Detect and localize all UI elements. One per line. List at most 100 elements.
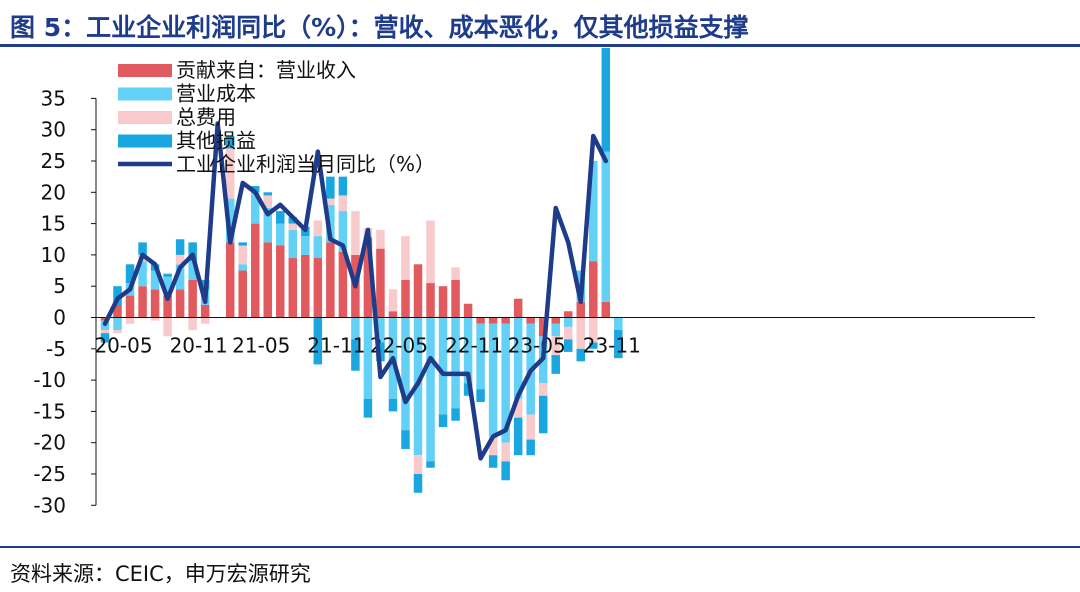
bar-segment [326, 198, 335, 205]
bar-segment [301, 236, 310, 255]
source-note: 资料来源：CEIC，申万宏源研究 [10, 562, 311, 586]
bar-segment [125, 264, 135, 284]
bar-segment [150, 317, 160, 321]
bar-segment [513, 398, 523, 418]
bar-segment [476, 317, 485, 324]
legend-swatch [118, 111, 172, 124]
y-tick-label: 10 [41, 243, 66, 267]
x-tick-label: 23-05 [508, 334, 566, 358]
bar-segment [188, 279, 197, 318]
x-tick-label: 21-05 [232, 334, 290, 358]
bar-segment [501, 442, 510, 462]
bar-segment [125, 295, 135, 318]
x-tick-label: 22-11 [445, 334, 503, 358]
bar-segment [301, 254, 310, 318]
x-tick-label: 23-11 [583, 334, 641, 358]
bar-segment [163, 273, 172, 277]
bar-segment [451, 267, 460, 280]
bar-segment [413, 474, 423, 493]
bar-segment [163, 317, 172, 337]
bar-segment [513, 317, 523, 399]
y-tick-label: -10 [33, 368, 66, 392]
bar-segment [526, 414, 535, 440]
bar-segment [288, 258, 298, 318]
bar-segment [576, 317, 586, 349]
y-tick-label: -15 [33, 399, 66, 423]
bar-segment [451, 279, 460, 318]
bar-segment [563, 311, 573, 318]
bar-segment [288, 229, 298, 259]
bar-segment [463, 317, 473, 384]
x-tick-label: 20-11 [170, 334, 228, 358]
bar-segment [150, 289, 160, 318]
bar-segment [513, 417, 523, 456]
bar-segment [338, 176, 348, 196]
bar-segment [100, 333, 110, 343]
bar-segment [113, 317, 122, 331]
bar-segment [163, 276, 172, 296]
bar-segment [113, 304, 122, 318]
bar-segment [513, 298, 523, 318]
bar-segment [451, 317, 460, 409]
bar-segment [238, 270, 247, 318]
bar-segment [488, 436, 498, 456]
bar-segment [225, 148, 235, 199]
bar-segment [476, 323, 485, 390]
bar-segment [175, 264, 185, 290]
y-tick-label: 20 [41, 180, 66, 204]
bar-segment [438, 414, 448, 428]
bar-segment [313, 317, 323, 365]
bar-segment [463, 303, 473, 318]
legend-label: 总费用 [176, 105, 236, 129]
profit-yoy-line [102, 121, 609, 461]
bar-segment [363, 237, 373, 318]
y-tick-label: 30 [41, 118, 66, 142]
legend-label: 工业企业利润当月同比（%） [176, 152, 435, 176]
bar-segment [576, 348, 586, 362]
bar-segment [563, 326, 573, 340]
bar-segment [200, 317, 210, 324]
bar-segment [238, 245, 247, 265]
bar-segment [589, 261, 598, 318]
profit-chart: 35 30 25 20 15 10 5 0 -5 -10 -15 -20 -25 -30 20-05 20-1… [33, 48, 1035, 517]
bar-segment [413, 264, 423, 318]
bar-segment [263, 207, 273, 243]
y-tick-label: -5 [46, 337, 66, 361]
bar-segment [388, 289, 398, 312]
bar-segment [150, 270, 160, 290]
bar-segment [225, 135, 235, 149]
footer-rule [0, 546, 1080, 548]
bar-segment [200, 304, 210, 318]
bar-segment [488, 317, 498, 324]
bar-segment [538, 395, 548, 434]
bar-segment [276, 223, 285, 246]
bar-segment [175, 254, 185, 265]
bar-segment [250, 186, 260, 193]
bar-segment [601, 301, 611, 318]
bar-segment [438, 286, 448, 318]
bar-segment [238, 242, 247, 246]
bar-segment [338, 251, 348, 318]
bar-segment [225, 198, 235, 243]
bar-segment [175, 289, 185, 318]
bar-segment [313, 220, 323, 237]
legend-label: 其他损益 [176, 129, 256, 153]
bar-segment [125, 317, 135, 324]
bar-segment [526, 317, 535, 324]
bar-segment [138, 286, 147, 318]
bar-segment [426, 220, 435, 284]
bar-segment [413, 455, 423, 474]
y-tick-label: 15 [41, 212, 66, 236]
bar-segment [501, 317, 510, 324]
legend-swatch [118, 87, 172, 101]
bar-segment [426, 317, 435, 462]
bar-segment [601, 151, 611, 302]
bar-segment [551, 336, 560, 356]
bar-segment [551, 317, 560, 324]
bar-segment [313, 258, 323, 318]
bar-segment [138, 242, 147, 255]
bar-segment [551, 323, 560, 337]
title-underline [0, 44, 1080, 47]
bar-segment [589, 342, 598, 349]
